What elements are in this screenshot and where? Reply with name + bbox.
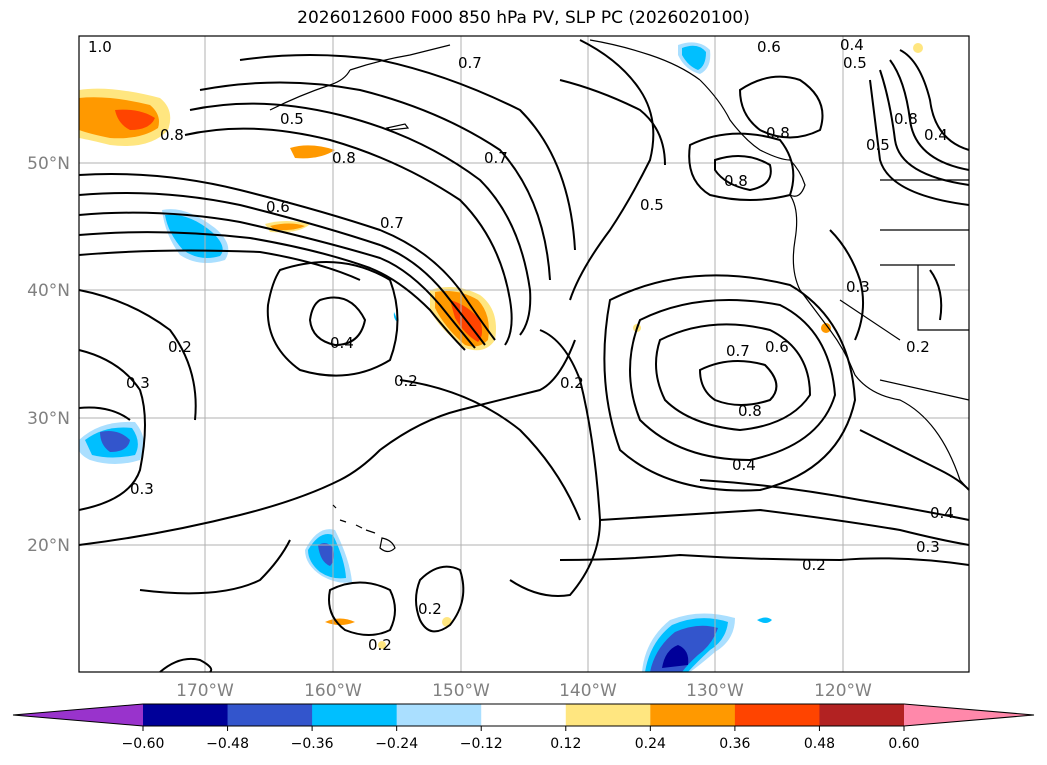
map-area: 1.0 0.8 0.5 0.7 0.7 0.6 0.4 0.5 0.8 0.8 …: [78, 35, 970, 673]
colorbar-extend-low: [13, 704, 143, 726]
colorbar-tick-label: 0.36: [719, 736, 750, 752]
clabel-30: 0.4: [930, 504, 954, 522]
colorbar-box: [227, 704, 313, 726]
clabel-17: 0.2: [394, 372, 418, 390]
colorbar-box: [481, 704, 567, 726]
colorbar: −0.60 −0.48 −0.36 −0.24 −0.12 0.12 0.24 0.36 0.4…: [12, 703, 1035, 752]
lon-label-140w: 140°W: [559, 681, 617, 701]
colorbar-box: [819, 704, 905, 726]
clabel-13: 0.6: [757, 38, 781, 56]
colorbar-tick-label: 0.24: [635, 736, 666, 752]
patch-orange-small-1: [290, 145, 335, 159]
lat-label-30n: 30°N: [27, 409, 70, 429]
clabel-4: 0.7: [458, 54, 482, 72]
hawaii-islands: [332, 504, 396, 553]
lon-label-120w: 120°W: [814, 681, 872, 701]
clabel-18: 0.2: [560, 374, 584, 392]
patch-blue-dot-2: [393, 312, 397, 322]
clabel-22: 0.4: [732, 456, 756, 474]
clabel-14: 0.7: [380, 214, 404, 232]
patch-blue-south-darkest: [662, 645, 689, 668]
colorbar-tick-label: −0.24: [375, 736, 418, 752]
clabel-10: 0.8: [766, 124, 790, 142]
colorbar-extend-high: [904, 704, 1034, 726]
clabel-23: 0.3: [126, 374, 150, 392]
clabel-21: 0.8: [738, 402, 762, 420]
clabel-20: 0.6: [765, 338, 789, 356]
clabel-31: 0.3: [846, 278, 870, 296]
clabel-33: 0.8: [894, 110, 918, 128]
lat-labels: 50°N 40°N 30°N 20°N: [27, 154, 70, 556]
lon-label-170w: 170°W: [176, 681, 234, 701]
patch-blue-west-dark: [100, 431, 130, 452]
clabel-12: 0.8: [724, 172, 748, 190]
colorbar-tick-label: −0.36: [291, 736, 334, 752]
colorbar-tick-label: 0.12: [550, 736, 581, 752]
patch-blue-nw-core: [165, 214, 223, 258]
clabel-11: 0.5: [843, 54, 867, 72]
clabel-9: 0.8: [332, 149, 356, 167]
colorbar-box: [734, 704, 820, 726]
lon-label-160w: 160°W: [304, 681, 362, 701]
lon-labels: 170°W 160°W 150°W 140°W 130°W 120°W: [176, 681, 872, 701]
clabel-8: 0.5: [640, 196, 664, 214]
colorbar-box: [312, 704, 398, 726]
patch-orange-small-2-core: [270, 223, 305, 231]
lon-label-130w: 130°W: [686, 681, 744, 701]
clabel-2: 0.8: [160, 126, 184, 144]
lat-label-50n: 50°N: [27, 154, 70, 174]
colorbar-box: [143, 704, 229, 726]
lat-label-40n: 40°N: [27, 281, 70, 301]
colorbar-tick-label: 0.60: [888, 736, 919, 752]
patch-blue-alaska-core: [682, 45, 706, 70]
clabel-26: 0.3: [916, 538, 940, 556]
clabel-28: 0.2: [418, 600, 442, 618]
patch-orange-dot-3: [913, 43, 923, 53]
clabel-6: 0.6: [266, 198, 290, 216]
patch-blue-dot-1: [757, 617, 772, 623]
clabel-7: 0.4: [330, 334, 354, 352]
clabel-3: 0.5: [280, 110, 304, 128]
map-frame: [78, 35, 970, 673]
colorbar-tick-label: −0.12: [460, 736, 503, 752]
lat-label-20n: 20°N: [27, 536, 70, 556]
clabel-32: 0.2: [906, 338, 930, 356]
clabel-19: 0.7: [726, 342, 750, 360]
clabel-16: 0.4: [840, 36, 864, 54]
colorbar-box: [650, 704, 736, 726]
map-title: 2026012600 F000 850 hPa PV, SLP PC (2026…: [297, 8, 750, 28]
clabel-29: 0.2: [368, 636, 392, 654]
clabel-5: 0.7: [484, 149, 508, 167]
clabel-24: 0.2: [168, 338, 192, 356]
colorbar-box: [565, 704, 651, 726]
clabel-25: 0.3: [130, 480, 154, 498]
shaded-patches: [79, 42, 923, 672]
colorbar-box: [396, 704, 482, 726]
patch-red-nw: [115, 109, 155, 130]
colorbar-tick-label: −0.48: [206, 736, 249, 752]
gridlines: [79, 36, 969, 672]
patch-orange-dot-2: [821, 323, 831, 333]
lon-label-150w: 150°W: [432, 681, 490, 701]
colorbar-tick-label: −0.60: [122, 736, 165, 752]
contour-labels: 1.0 0.8 0.5 0.7 0.7 0.6 0.4 0.5 0.8 0.8 …: [88, 36, 954, 654]
contours: [78, 39, 970, 673]
clabel-27: 0.2: [802, 556, 826, 574]
patch-blue-hawaii-dark: [318, 543, 334, 566]
clabel-1: 1.0: [88, 38, 112, 56]
clabel-15: 0.5: [866, 136, 890, 154]
patch-orange-dot-6: [378, 641, 386, 649]
clabel-34: 0.4: [924, 126, 948, 144]
colorbar-tick-label: 0.48: [804, 736, 835, 752]
